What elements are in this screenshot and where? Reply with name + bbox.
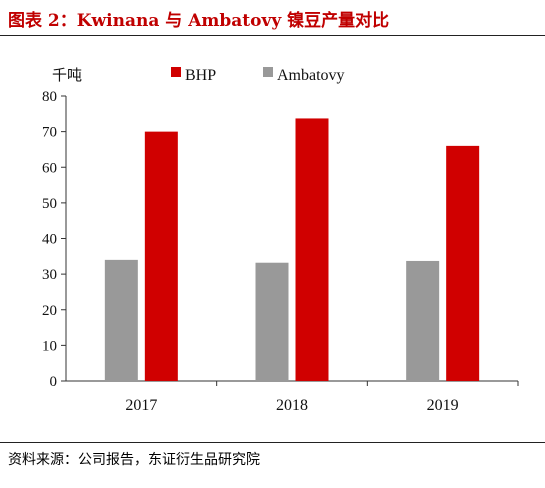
y-tick-label: 80 — [42, 89, 57, 105]
bar-bhp-2017 — [144, 131, 178, 381]
y-tick-label: 10 — [42, 338, 57, 354]
y-tick-label: 70 — [42, 125, 57, 141]
y-tick-label: 30 — [42, 267, 57, 283]
legend-label-bhp: BHP — [185, 67, 216, 84]
legend-swatch-ambatovy — [263, 67, 273, 77]
x-tick-label: 2017 — [125, 397, 157, 414]
bars — [104, 118, 480, 381]
bottom-divider — [0, 442, 545, 443]
y-tick-label: 20 — [42, 303, 57, 319]
bar-ambatovy-2018 — [255, 262, 289, 381]
y-ticks: 0 10 20 30 40 50 60 70 80 — [42, 89, 66, 390]
y-tick-label: 60 — [42, 160, 57, 176]
x-tick-label: 2019 — [427, 397, 459, 414]
bar-bhp-2018 — [295, 118, 329, 381]
bar-ambatovy-2019 — [406, 260, 440, 381]
bar-ambatovy-2017 — [104, 259, 138, 381]
bar-bhp-2019 — [446, 145, 480, 381]
y-tick-label: 0 — [50, 374, 58, 390]
y-tick-label: 40 — [42, 232, 57, 248]
legend: BHP Ambatovy — [171, 67, 345, 84]
top-divider — [0, 35, 545, 36]
x-tick-labels: 2017 2018 2019 — [125, 381, 519, 414]
source-note: 资料来源：公司报告，东证衍生品研究院 — [8, 452, 260, 468]
y-tick-label: 50 — [42, 196, 57, 212]
x-tick-label: 2018 — [276, 397, 308, 414]
legend-swatch-bhp — [171, 67, 181, 77]
y-axis-label: 千吨 — [52, 67, 82, 84]
figure-title: 图表 2：Kwinana 与 Ambatovy 镍豆产量对比 — [8, 11, 390, 31]
legend-label-ambatovy: Ambatovy — [277, 67, 345, 84]
